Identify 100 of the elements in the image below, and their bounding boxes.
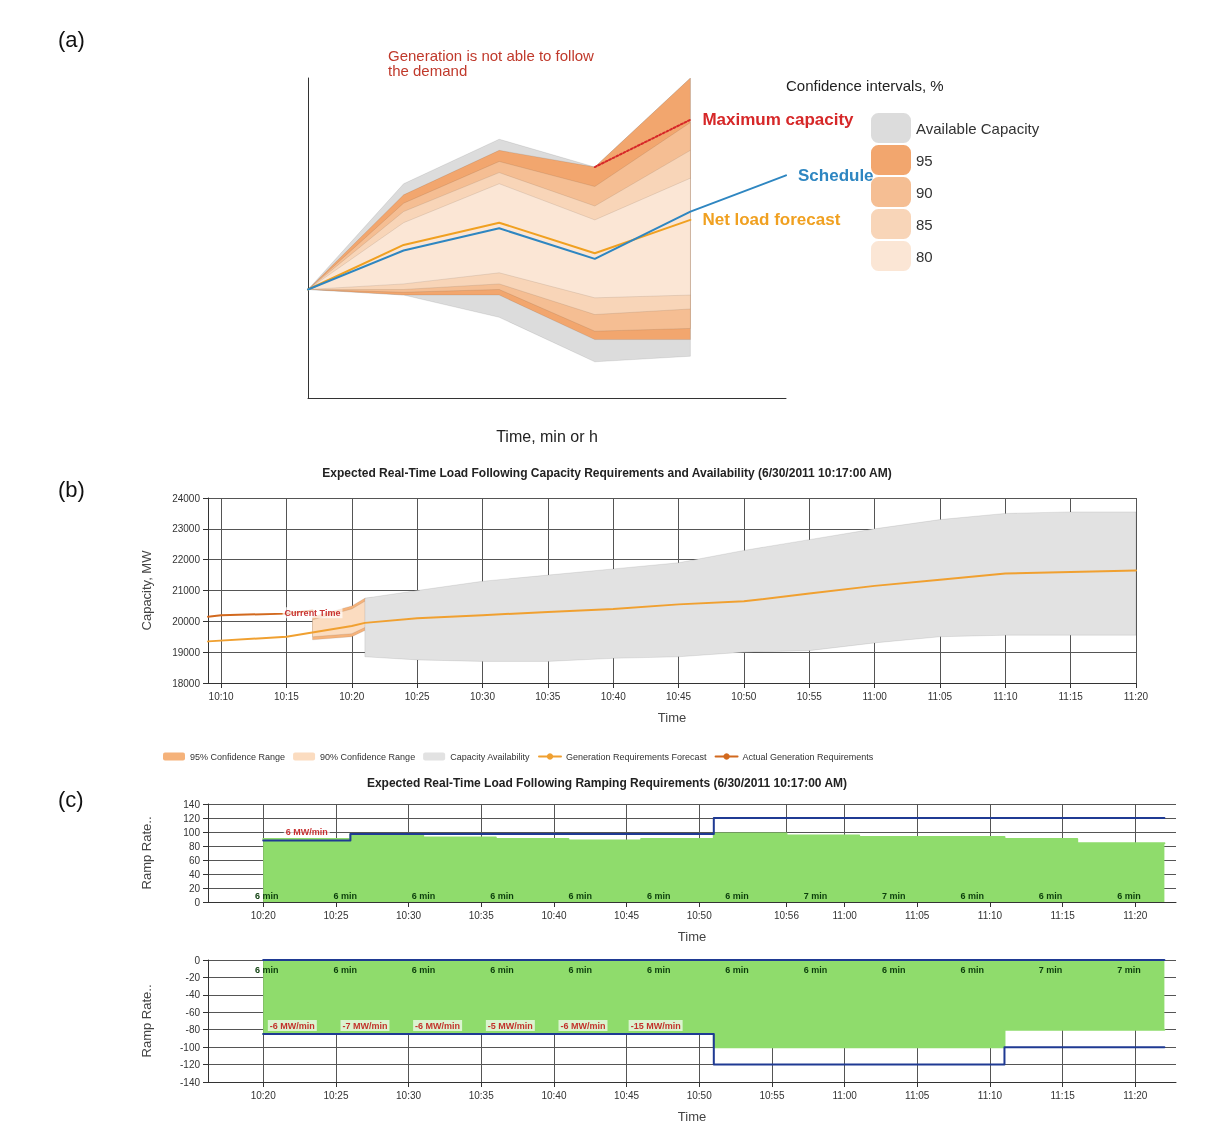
x-tick-label: 10:30 (396, 909, 422, 921)
annotation: 6 min (568, 964, 593, 975)
x-tick-label: 11:15 (1050, 1089, 1076, 1101)
x-tick-label: 10:45 (666, 690, 692, 702)
x-tick-label: 11:10 (977, 909, 1003, 921)
x-tick-label: 11:00 (832, 1089, 858, 1101)
legend-label: 95% Confidence Range (190, 751, 286, 762)
y-tick-label: 19000 (172, 646, 201, 658)
annotation: 6 min (333, 964, 357, 975)
annotation: 6 min (882, 964, 906, 975)
y-axis-title: Ramp Rate.. (139, 816, 154, 890)
y-tick-label: -60 (185, 1006, 201, 1018)
legend-label: Actual Generation Requirements (742, 751, 874, 762)
y-tick-label: -100 (179, 1041, 201, 1053)
x-tick-label: 11:20 (1123, 690, 1149, 702)
text: (a) (58, 26, 85, 52)
annotation: 6 min (725, 964, 749, 975)
y-tick-label: 60 (188, 854, 201, 866)
annotation: 6 min (255, 890, 279, 901)
annotation: 6 min (490, 964, 514, 975)
x-tick-label: 10:45 (614, 909, 640, 921)
y-tick-label: 24000 (172, 492, 201, 504)
x-tick-label: 10:50 (686, 1089, 713, 1101)
x-tick-label: 10:50 (731, 690, 757, 702)
x-tick-label: 10:20 (250, 909, 277, 921)
legend-label: 80 (916, 247, 933, 265)
y-tick-label: 22000 (172, 554, 201, 566)
x-tick-label: 10:50 (686, 909, 713, 921)
y-tick-label: 0 (194, 896, 201, 908)
annotation: 6 min (255, 964, 279, 975)
x-tick-label: 10:55 (796, 690, 823, 702)
annotation: 6 min (1117, 890, 1141, 901)
annotation: 6 min (411, 890, 436, 901)
x-tick-label: 11:05 (905, 909, 930, 921)
y-tick-label: 140 (183, 798, 201, 810)
x-axis-title: Time, min or h (496, 427, 598, 445)
x-tick-label: 11:00 (832, 909, 858, 921)
annotation: 6 min (646, 964, 671, 975)
x-tick-label: 10:30 (396, 1089, 422, 1101)
y-tick-label: -40 (185, 989, 201, 1001)
legend-label: 90 (916, 183, 933, 201)
x-axis-title: Time (657, 710, 687, 725)
x-tick-label: 11:05 (905, 1089, 930, 1101)
x-tick-label: 11:15 (1058, 690, 1084, 702)
x-tick-label: 10:40 (600, 690, 627, 702)
x-tick-label: 11:00 (862, 690, 888, 702)
annotation: 6 min (1038, 890, 1063, 901)
annotation: 6 min (803, 964, 828, 975)
x-tick-label: 10:30 (469, 690, 496, 702)
annotation: Current Time (284, 607, 341, 618)
y-axis-title: Capacity, MW (139, 549, 154, 631)
legend-label: Available Capacity (916, 119, 1040, 137)
x-tick-label: 10:10 (208, 690, 235, 702)
x-tick-label: 10:25 (323, 1089, 349, 1101)
annotation: 7 min (803, 890, 828, 901)
legend-title: Confidence intervals, % (786, 77, 944, 94)
x-tick-label: 10:40 (541, 909, 567, 921)
x-tick-label: 11:10 (977, 1089, 1003, 1101)
legend-label: 90% Confidence Range (320, 751, 416, 762)
x-tick-label: 10:56 (773, 909, 800, 921)
x-axis-title: Time (677, 1109, 707, 1124)
x-tick-label: 10:20 (250, 1089, 277, 1101)
annotation: 6 min (333, 890, 357, 901)
annotation: -6 MW/min (415, 1020, 461, 1031)
x-tick-label: 10:20 (339, 690, 365, 702)
annotation: 6 min (568, 890, 593, 901)
annotation: -6 MW/min (560, 1020, 606, 1031)
chart-title: Expected Real-Time Load Following Ramping Requirements (6/30/2011 10:17:00 AM) (366, 776, 848, 790)
chart-title: Expected Real-Time Load Following Capacity Requirements and Availability (6/30/2011 10:17:00 AM) (322, 466, 892, 480)
annotation: 7 min (1038, 964, 1063, 975)
y-tick-label: 120 (183, 812, 201, 824)
annotation: 6 min (646, 890, 671, 901)
annotation: 7 min (882, 890, 906, 901)
x-tick-label: 10:15 (273, 690, 300, 702)
annotation: 6 MW/min (285, 826, 328, 837)
annotation: 6 min (725, 890, 749, 901)
legend-label: 95 (916, 151, 933, 169)
annotation: -15 MW/min (630, 1020, 681, 1031)
x-tick-label: 10:45 (614, 1089, 640, 1101)
text: Generation is not able to follow the demand (388, 47, 599, 79)
annotation: 6 min (960, 890, 984, 901)
x-tick-label: 11:20 (1123, 1089, 1148, 1101)
y-tick-label: 20 (188, 882, 201, 894)
annotation: -7 MW/min (342, 1020, 388, 1031)
x-tick-label: 11:05 (927, 690, 953, 702)
y-tick-label: 100 (183, 826, 201, 838)
x-tick-label: 10:25 (404, 690, 431, 702)
y-tick-label: 80 (188, 840, 201, 852)
y-tick-label: -120 (179, 1059, 201, 1071)
y-tick-label: 21000 (172, 585, 201, 596)
y-tick-label: 0 (194, 954, 201, 966)
line-series (207, 569, 1137, 643)
y-tick-label: 23000 (172, 523, 201, 535)
annotation: -6 MW/min (269, 1020, 315, 1031)
x-tick-label: 10:35 (468, 1089, 495, 1101)
series-label: Net load forecast (702, 210, 841, 230)
x-tick-label: 10:40 (541, 1089, 567, 1101)
legend-label: Capacity Availability (450, 751, 531, 762)
y-tick-label: 40 (188, 868, 201, 880)
x-axis-title: Time (677, 929, 707, 944)
